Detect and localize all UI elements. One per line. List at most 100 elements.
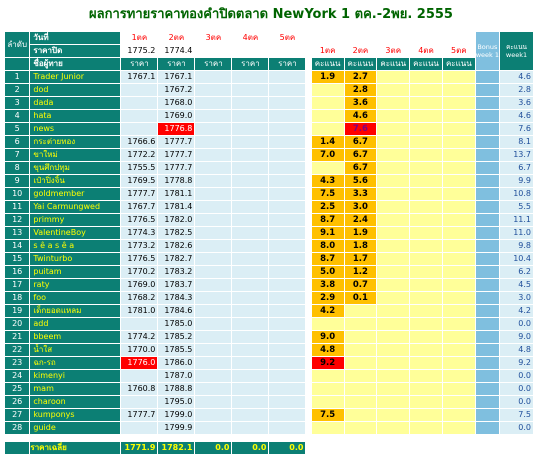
score-subheader: คะแนน <box>441 57 476 71</box>
total-score: 10.4 <box>499 252 534 266</box>
row-number: 4 <box>3 109 31 123</box>
score-value <box>343 369 378 383</box>
table-row: 8 ขุนศึกปทุม 1755.5 1777.7 6.7 6.7 <box>3 161 534 175</box>
score-value <box>376 421 411 435</box>
total-score: 8.1 <box>499 135 534 149</box>
row-number: 19 <box>3 304 31 318</box>
table-row: 25 mam 1760.8 1788.8 0.0 <box>3 382 534 396</box>
score-value: 9.2 <box>310 356 345 370</box>
guess-price: 1784.6 <box>157 304 196 318</box>
score-value <box>376 382 411 396</box>
guess-price: 1785.0 <box>157 317 196 331</box>
guess-price <box>194 291 233 305</box>
guess-price <box>231 200 270 214</box>
score-value <box>441 382 476 396</box>
bonus-header: Bonus week 1 <box>474 31 501 71</box>
guess-price <box>231 109 270 123</box>
guess-price <box>268 382 307 396</box>
score-value <box>409 174 443 188</box>
guess-price <box>268 278 307 292</box>
bonus-value <box>474 161 501 175</box>
guess-price <box>194 343 233 357</box>
guess-price: 1767.2 <box>157 83 196 97</box>
guess-price <box>231 395 270 409</box>
guess-price <box>231 252 270 266</box>
row-number: 16 <box>3 265 31 279</box>
guess-price: 1776.5 <box>120 213 159 227</box>
score-value: 2.9 <box>310 291 345 305</box>
guess-price: 1770.0 <box>120 343 159 357</box>
guess-price: 1760.8 <box>120 382 159 396</box>
price-day-header: 3ตค <box>194 31 233 45</box>
total-score: 10.8 <box>499 187 534 201</box>
guess-price <box>231 226 270 240</box>
score-value: 8.7 <box>310 213 345 227</box>
seq-spacer <box>3 57 31 71</box>
table-row: 24 kimenyi 1787.0 0.0 <box>3 369 534 383</box>
player-name: ขุนศึกปทุม <box>29 161 122 175</box>
guess-price <box>268 70 307 84</box>
total-score: 9.0 <box>499 330 534 344</box>
row-number: 9 <box>3 174 31 188</box>
score-value: 3.3 <box>343 187 378 201</box>
score-value <box>409 226 443 240</box>
score-value <box>310 122 345 136</box>
score-value <box>441 356 476 370</box>
guess-price <box>120 122 159 136</box>
guess-price <box>231 317 270 331</box>
guess-price: 1769.0 <box>120 278 159 292</box>
price-day-header: 5ตค <box>268 31 307 45</box>
bonus-value <box>474 96 501 110</box>
guess-price <box>194 109 233 123</box>
score-value <box>376 213 411 227</box>
guess-price <box>194 122 233 136</box>
total-score: 2.8 <box>499 83 534 97</box>
score-day-header: 3ตค <box>376 31 411 58</box>
guess-price <box>231 239 270 253</box>
closing-price: 1775.2 <box>120 44 159 58</box>
guess-price: 1774.2 <box>120 330 159 344</box>
header-days-row: ลำดับ วันที่ 1ตค 2ตค 3ตค 4ตค 5ตค 1ตค 2ตค… <box>3 31 534 71</box>
row-number: 6 <box>3 135 31 149</box>
score-value <box>310 421 345 435</box>
guess-price <box>194 96 233 110</box>
score-day-header: 2ตค <box>343 31 378 58</box>
guess-price <box>231 369 270 383</box>
total-score: 9.2 <box>499 356 534 370</box>
table-row: 21 bbeem 1774.2 1785.2 9.0 9.0 <box>3 330 534 344</box>
guess-price <box>120 83 159 97</box>
score-value: 7.5 <box>310 187 345 201</box>
score-value <box>376 226 411 240</box>
score-value <box>409 421 443 435</box>
guess-price <box>194 369 233 383</box>
guess-price: 1776.0 <box>120 356 159 370</box>
score-value <box>409 356 443 370</box>
guess-price <box>231 304 270 318</box>
player-name: hata <box>29 109 122 123</box>
table-row: 2 dod 1767.2 2.8 2.8 <box>3 83 534 97</box>
player-name: Twinturbo <box>29 252 122 266</box>
score-value <box>409 291 443 305</box>
score-value <box>409 148 443 162</box>
bonus-value <box>474 408 501 422</box>
score-subheader: คะแนน <box>376 57 411 71</box>
score-value <box>343 343 378 357</box>
total-score: 0.0 <box>499 395 534 409</box>
score-value <box>376 70 411 84</box>
table-row: 11 Yai Carmungwed 1767.7 1781.4 2.5 3.0 5.5 <box>3 200 534 214</box>
score-value <box>376 408 411 422</box>
score-value <box>310 395 345 409</box>
guess-price: 1783.2 <box>157 265 196 279</box>
score-value: 4.2 <box>310 304 345 318</box>
score-value <box>409 382 443 396</box>
score-value <box>343 356 378 370</box>
score-value <box>441 252 476 266</box>
bonus-value <box>474 109 501 123</box>
score-value: 4.8 <box>310 343 345 357</box>
price-day-header: 1ตค <box>120 31 159 45</box>
score-value <box>409 161 443 175</box>
guess-price <box>268 213 307 227</box>
player-name: goldmember <box>29 187 122 201</box>
table-row: 7 ขาใหม่ 1772.2 1777.7 7.0 6.7 13.7 <box>3 148 534 162</box>
player-name: ขาใหม่ <box>29 148 122 162</box>
